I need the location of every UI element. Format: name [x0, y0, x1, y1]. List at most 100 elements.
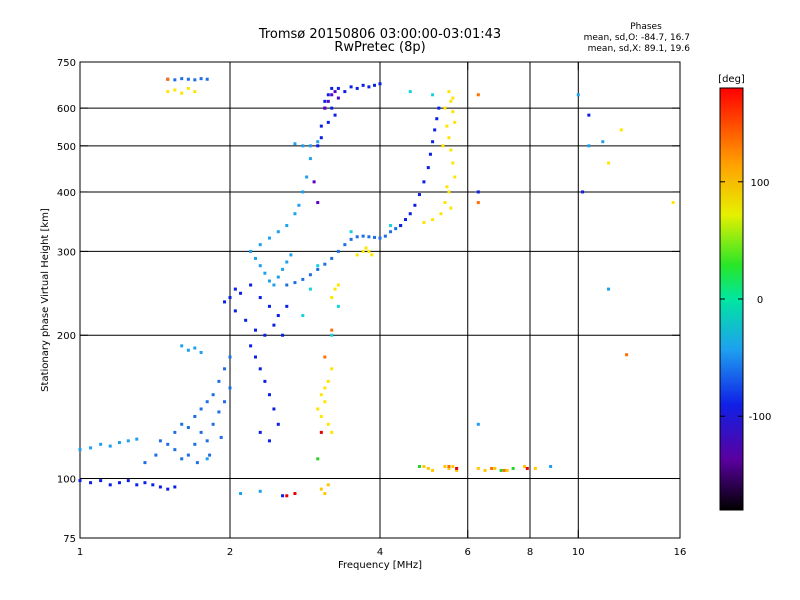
data-point	[293, 492, 297, 496]
data-point	[173, 88, 177, 92]
x-tick-label: 2	[227, 547, 233, 558]
data-point	[323, 386, 327, 390]
data-point	[426, 466, 430, 470]
data-point	[316, 140, 320, 144]
data-point	[319, 487, 323, 491]
colorbar-ticks: 100 0 -100	[720, 178, 771, 423]
phase-stats-x: mean, sd,X: 89.1, 19.6	[587, 44, 690, 54]
data-point	[258, 243, 262, 247]
data-point	[89, 446, 93, 450]
data-point	[455, 468, 459, 472]
data-point	[349, 230, 353, 234]
data-point	[99, 479, 103, 483]
data-point	[301, 144, 305, 148]
colorbar-label: [deg]	[718, 74, 745, 85]
data-point	[453, 175, 457, 179]
data-point	[361, 83, 365, 87]
x-tick-label: 8	[527, 547, 533, 558]
data-point	[117, 481, 121, 485]
data-point	[99, 442, 103, 446]
data-point	[263, 333, 267, 337]
data-point	[330, 367, 334, 371]
data-point	[285, 260, 289, 264]
data-point	[301, 190, 305, 194]
data-point	[355, 86, 359, 90]
data-point	[316, 201, 320, 205]
data-point	[449, 99, 453, 103]
data-point	[431, 93, 435, 97]
data-point	[158, 485, 162, 489]
data-point	[166, 77, 170, 81]
y-axis-label: Stationary phase Virtual Height [km]	[40, 208, 51, 392]
data-point	[433, 128, 437, 132]
data-point	[319, 124, 323, 128]
data-point	[330, 86, 334, 90]
data-point	[326, 483, 330, 487]
data-point	[431, 468, 435, 472]
data-point	[239, 492, 243, 496]
data-point	[476, 93, 480, 97]
data-point	[199, 430, 203, 434]
data-point	[326, 379, 330, 383]
data-point	[422, 464, 426, 468]
data-point	[330, 333, 334, 337]
data-point	[549, 464, 553, 468]
data-point	[326, 120, 330, 124]
data-point	[239, 291, 243, 295]
data-point	[383, 234, 387, 238]
data-point	[378, 82, 382, 86]
data-point	[166, 442, 170, 446]
data-point	[205, 457, 209, 461]
data-point	[249, 249, 253, 253]
data-point	[441, 144, 445, 148]
data-point	[219, 435, 223, 439]
data-point	[330, 106, 334, 110]
x-tick-label: 10	[572, 547, 585, 558]
data-point	[326, 422, 330, 426]
data-point	[449, 148, 453, 152]
data-point	[258, 264, 262, 268]
data-point	[511, 466, 515, 470]
data-point	[308, 144, 312, 148]
data-point	[389, 224, 393, 228]
data-point	[211, 422, 215, 426]
data-point	[445, 185, 449, 189]
data-point	[205, 77, 209, 81]
x-tick-label: 4	[377, 547, 383, 558]
data-point	[336, 96, 340, 100]
data-point	[301, 277, 305, 281]
data-point	[439, 212, 443, 216]
data-point	[490, 466, 494, 470]
data-point	[135, 437, 139, 441]
data-point	[330, 256, 334, 260]
data-point	[173, 430, 177, 434]
data-point	[607, 161, 611, 165]
colorbar-tick-label: 0	[757, 295, 763, 306]
data-point	[326, 99, 330, 103]
data-point	[361, 234, 365, 238]
data-point	[267, 279, 271, 283]
data-point	[143, 461, 147, 465]
data-point	[330, 93, 334, 97]
data-point	[601, 140, 605, 144]
data-point	[323, 355, 327, 359]
data-point	[228, 296, 232, 300]
data-point	[293, 212, 297, 216]
data-point	[455, 466, 459, 470]
data-point	[426, 166, 430, 170]
data-point	[476, 466, 480, 470]
data-point	[312, 180, 316, 184]
data-point	[281, 494, 285, 498]
data-point	[151, 483, 155, 487]
x-tick-label: 6	[465, 547, 471, 558]
data-point	[336, 86, 340, 90]
data-point	[180, 77, 184, 81]
data-point	[126, 479, 130, 483]
data-point	[319, 393, 323, 397]
data-point	[272, 283, 276, 287]
data-point	[193, 90, 197, 94]
data-point	[323, 400, 327, 404]
data-point	[323, 106, 327, 110]
data-point	[78, 479, 82, 483]
data-point	[361, 249, 365, 253]
